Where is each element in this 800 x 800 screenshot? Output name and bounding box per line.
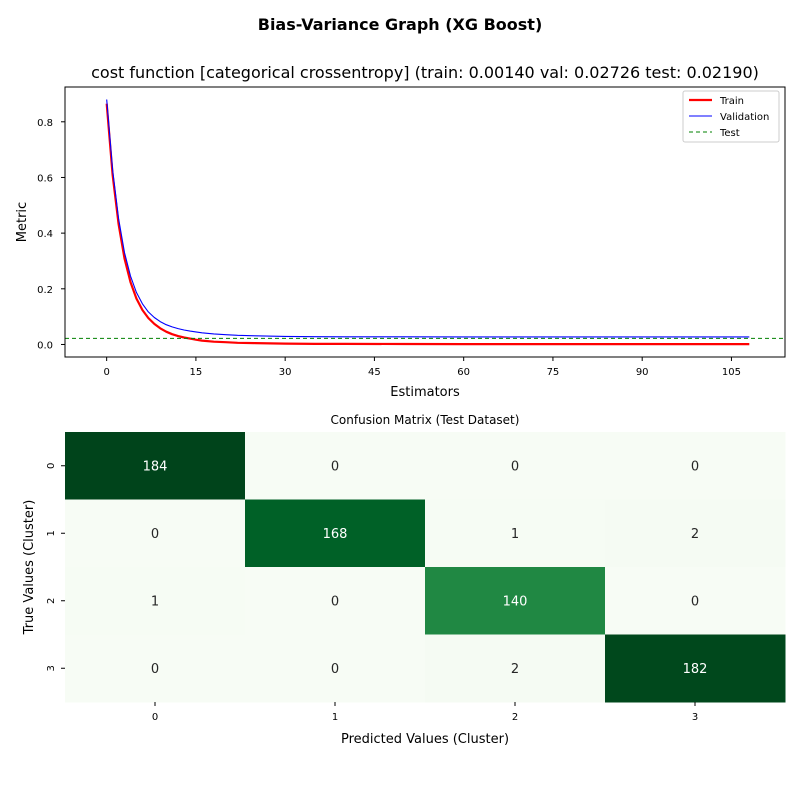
line-chart-title: cost function [categorical crossentropy]… [91,63,759,82]
legend-label-train: Train [719,96,744,107]
heatmap-cell [425,432,606,500]
y-tick-label: 0.8 [37,118,53,129]
heatmap-cell-value: 0 [331,662,339,677]
heatmap-cell-value: 1 [511,527,519,542]
legend-label-test: Test [719,128,740,139]
heatmap-cell [425,634,606,703]
heatmap-cell [245,432,426,500]
heatmap-cell [605,432,786,500]
x-tick-label: 45 [368,367,381,378]
confusion-matrix-ticks: 0 1 2 3 0 1 2 3 [46,463,698,723]
figure-title: Bias-Variance Graph (XG Boost) [258,15,543,34]
confusion-matrix-title: Confusion Matrix (Test Dataset) [331,413,520,427]
heatmap-cell [65,432,246,500]
x-tick-label: 30 [279,367,292,378]
x-tick-label: 60 [457,367,470,378]
y-tick-label: 0.4 [37,229,53,240]
x-tick-label: 90 [636,367,649,378]
line-chart-series [65,99,785,346]
heatmap-cell [605,634,786,703]
heatmap-cell [605,567,786,635]
line-chart-frame [64,86,786,358]
heatmap-cell [245,567,426,635]
heatmap-x-tick-label: 1 [332,712,338,723]
heatmap-y-tick-label: 0 [46,463,57,469]
heatmap-cell-value: 0 [331,594,339,609]
heatmap-cell [65,567,246,635]
heatmap-cell-value: 0 [511,459,519,474]
x-tick-label: 75 [547,367,560,378]
heatmap-cell-value: 182 [683,662,708,677]
y-tick-label: 0.2 [37,285,53,296]
line-chart-x-label: Estimators [390,385,460,400]
heatmap-y-tick-label: 1 [46,530,57,536]
x-tick-label: 0 [103,367,109,378]
y-tick-label: 0.6 [37,173,53,184]
heatmap-x-tick-label: 0 [152,712,158,723]
confusion-matrix: Confusion Matrix (Test Dataset) 184 0 0 00 1… [22,413,786,747]
heatmap-cell-value: 0 [691,459,699,474]
heatmap-cell-value: 140 [503,594,528,609]
confusion-matrix-y-label: True Values (Cluster) [22,500,37,636]
heatmap-cell-value: 184 [143,459,168,474]
heatmap-cell-value: 168 [323,527,348,542]
x-tick-label: 15 [190,367,203,378]
heatmap-cell [245,499,426,568]
heatmap-y-tick-label: 3 [46,665,57,671]
heatmap-cell [425,499,606,568]
heatmap-cell [425,567,606,635]
line-chart-y-label: Metric [15,202,30,242]
train-line [105,103,750,346]
line-chart: cost function [categorical crossentropy]… [15,63,786,400]
heatmap-x-tick-label: 2 [512,712,518,723]
line-chart-ticks: 0 15 30 45 60 75 90 105 0.0 0.2 0.4 0.6 0.8 [37,118,741,378]
heatmap-cell [65,634,246,703]
validation-line [106,99,750,338]
heatmap-cell-value: 0 [331,459,339,474]
heatmap-cell-value: 1 [151,594,159,609]
line-chart-legend: Train Validation Test [682,90,780,143]
heatmap-cell [65,499,246,568]
heatmap-y-tick-label: 2 [46,598,57,604]
confusion-matrix-x-label: Predicted Values (Cluster) [341,732,509,747]
legend-label-validation: Validation [720,112,769,123]
heatmap-cell-value: 0 [691,594,699,609]
legend-box [682,90,780,143]
heatmap-cell-value: 2 [511,662,519,677]
x-tick-label: 105 [722,367,741,378]
heatmap-cell-value: 0 [151,662,159,677]
heatmap-cell [245,634,426,703]
heatmap-x-tick-label: 3 [692,712,698,723]
heatmap-cell [605,499,786,568]
heatmap-cell-value: 0 [151,527,159,542]
heatmap-cell-value: 2 [691,527,699,542]
y-tick-label: 0.0 [37,340,53,351]
confusion-matrix-cells: 184 0 0 0 0 168 1 2 1 0 140 0 0 0 2 182 [65,432,786,703]
